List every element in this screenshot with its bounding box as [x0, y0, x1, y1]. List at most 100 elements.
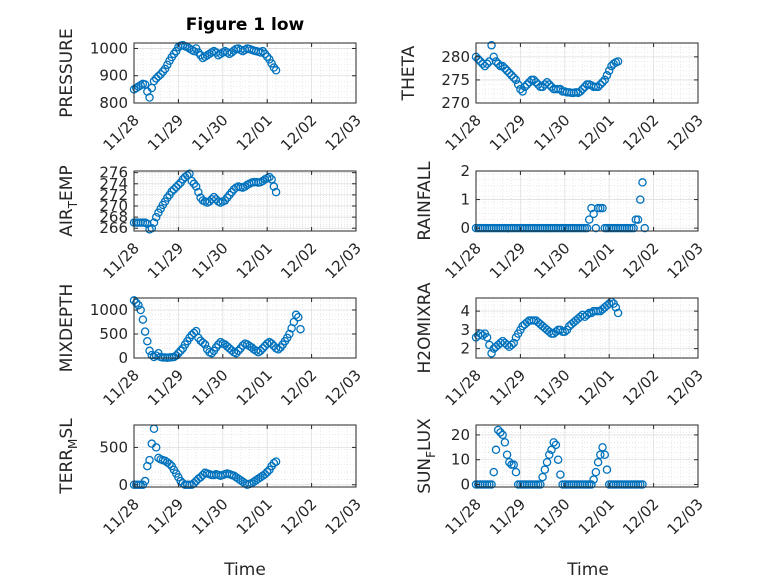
data-series	[129, 424, 281, 490]
x-tick-label: 12/02	[277, 111, 320, 154]
data-point	[604, 66, 614, 75]
data-point	[167, 187, 176, 196]
x-tick-label: 12/02	[277, 366, 320, 409]
x-tick-label: 12/03	[664, 239, 707, 282]
x-tick-label: 12/03	[322, 366, 365, 409]
x-axis-label-right: Time	[566, 560, 609, 580]
y-tick-label: 500	[99, 438, 128, 456]
x-tick-label: 11/28	[442, 366, 485, 409]
data-point	[478, 331, 487, 340]
data-point	[598, 77, 607, 87]
y-tick-label: 0	[118, 349, 128, 367]
data-point	[505, 68, 514, 78]
x-tick-label: 12/02	[619, 239, 662, 282]
data-point	[602, 71, 612, 80]
data-point	[629, 223, 638, 233]
x-tick-label: 11/29	[486, 111, 529, 154]
y-tick-label: 800	[99, 94, 128, 112]
y-tick-label: 270	[441, 94, 470, 112]
data-point	[498, 430, 507, 440]
data-point	[520, 82, 530, 92]
data-point	[489, 467, 499, 477]
data-point	[291, 310, 301, 320]
y-axis-label: SUNFLUX	[415, 418, 438, 494]
data-point	[262, 52, 272, 61]
data-point	[265, 172, 274, 182]
x-tick-label: 11/30	[188, 366, 231, 409]
data-point	[636, 195, 645, 204]
data-point	[198, 338, 208, 347]
axes-box	[133, 297, 357, 359]
data-point	[545, 450, 554, 460]
data-point	[265, 55, 274, 64]
data-point	[505, 457, 514, 467]
data-point	[576, 87, 585, 96]
y-axis-label: TERRMSL	[57, 418, 80, 495]
plot-area	[476, 425, 698, 487]
axes-box	[133, 170, 357, 232]
x-tick-label: 11/28	[442, 495, 485, 538]
data-point	[598, 443, 607, 452]
figure-title: Figure 1 low	[186, 15, 305, 35]
data-point	[194, 187, 203, 197]
data-point	[491, 57, 501, 66]
y-axis-label: RAINFALL	[415, 161, 435, 241]
data-point	[540, 465, 550, 474]
x-tick-label: 11/28	[442, 111, 485, 154]
data-point	[536, 480, 545, 489]
data-point	[149, 218, 159, 227]
data-point	[602, 465, 612, 474]
plot-area	[476, 171, 698, 231]
data-point	[154, 453, 163, 463]
data-point	[518, 87, 527, 96]
data-point	[482, 59, 492, 69]
data-point	[582, 223, 592, 233]
x-tick-label: 12/02	[277, 239, 320, 282]
data-series	[471, 425, 647, 489]
data-point	[549, 438, 558, 447]
data-point	[556, 84, 565, 94]
x-tick-label: 12/02	[619, 495, 662, 538]
data-point	[262, 467, 272, 477]
data-point	[509, 338, 518, 348]
x-tick-label: 11/30	[530, 495, 573, 538]
data-series	[129, 296, 305, 363]
data-point	[496, 428, 505, 437]
data-point	[638, 178, 647, 187]
data-point	[613, 308, 623, 318]
data-point	[189, 328, 199, 338]
data-point	[145, 346, 154, 356]
data-point	[240, 182, 250, 191]
data-series	[471, 297, 623, 358]
data-point	[493, 425, 503, 435]
x-tick-label: 11/29	[486, 366, 529, 409]
data-point	[154, 72, 163, 81]
y-tick-label: 2	[460, 162, 470, 180]
data-point	[498, 61, 507, 71]
data-point	[145, 93, 154, 102]
y-tick-label: 1	[460, 191, 470, 209]
data-point	[476, 329, 485, 338]
x-tick-label: 11/28	[100, 239, 143, 282]
x-tick-label: 12/01	[575, 239, 618, 282]
data-point	[258, 176, 268, 186]
data-point	[296, 324, 305, 334]
data-point	[134, 300, 143, 310]
data-point	[140, 476, 150, 486]
data-point	[516, 84, 525, 94]
data-point	[256, 346, 265, 356]
data-point	[165, 459, 174, 469]
data-point	[294, 312, 303, 322]
data-point	[509, 73, 518, 82]
y-tick-label: 10	[451, 451, 470, 469]
data-point	[596, 450, 605, 460]
x-tick-label: 11/29	[144, 366, 187, 409]
data-point	[502, 450, 512, 460]
data-point	[587, 480, 596, 489]
y-tick-label: 274	[99, 175, 128, 193]
data-point	[509, 460, 518, 469]
x-tick-label: 12/03	[664, 366, 707, 409]
